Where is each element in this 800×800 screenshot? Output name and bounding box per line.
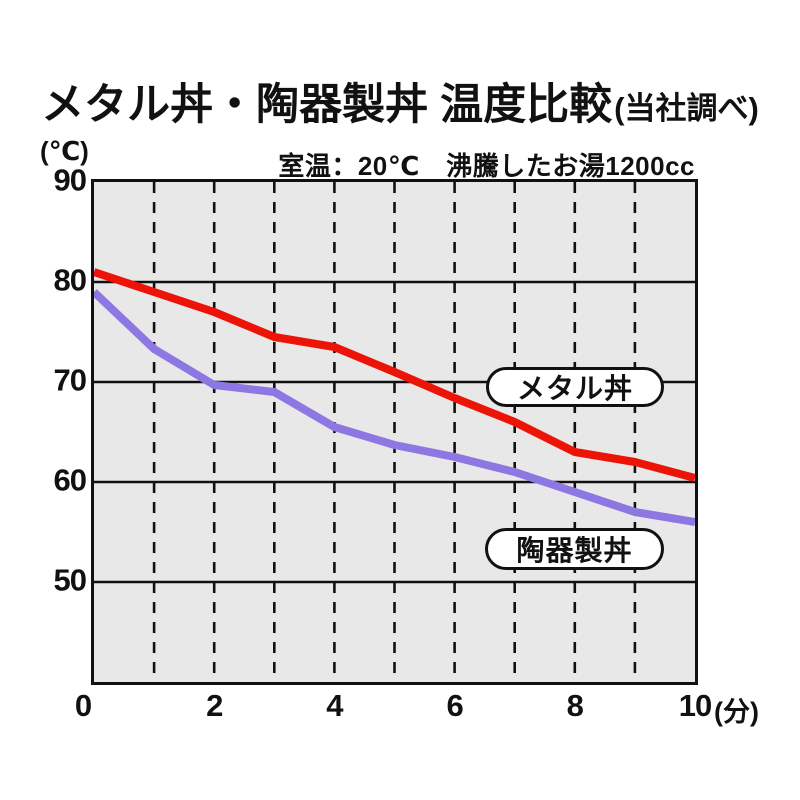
series-line-ceramic [94,289,695,526]
x-tick-label: 2 [206,688,223,723]
legend-pill-ceramic: 陶器製丼 [485,528,664,570]
line-chart-canvas [94,182,695,682]
chart-title: メタル丼・陶器製丼 温度比較 (当社調べ) [0,70,800,132]
y-axis-unit-label: (℃) [40,136,89,166]
plot-area [91,179,698,685]
y-tick-label: 50 [53,562,87,598]
series-line-metal [94,268,695,482]
legend-pill-metal: メタル丼 [486,367,664,407]
legend-label-ceramic: 陶器製丼 [516,535,633,566]
x-tick-label: 10 [678,688,712,723]
y-tick-label: 70 [53,362,87,398]
x-tick-label: 6 [446,688,463,723]
x-axis-unit-label: (分) [714,697,759,727]
x-tick-label: 0 [74,688,92,723]
chart-title-paren: (当社調べ) [614,91,759,126]
y-tick-label: 60 [53,462,87,498]
y-tick-label: 80 [53,262,87,298]
x-tick-label: 8 [566,688,584,723]
chart-title-main: メタル丼・陶器製丼 温度比較 [41,81,613,129]
x-tick-label: 4 [326,688,343,723]
legend-label-metal: メタル丼 [516,373,633,404]
y-tick-label: 90 [53,162,87,198]
conditions-subtitle: 室温：20℃ 沸騰したお湯1200cc [278,151,695,181]
